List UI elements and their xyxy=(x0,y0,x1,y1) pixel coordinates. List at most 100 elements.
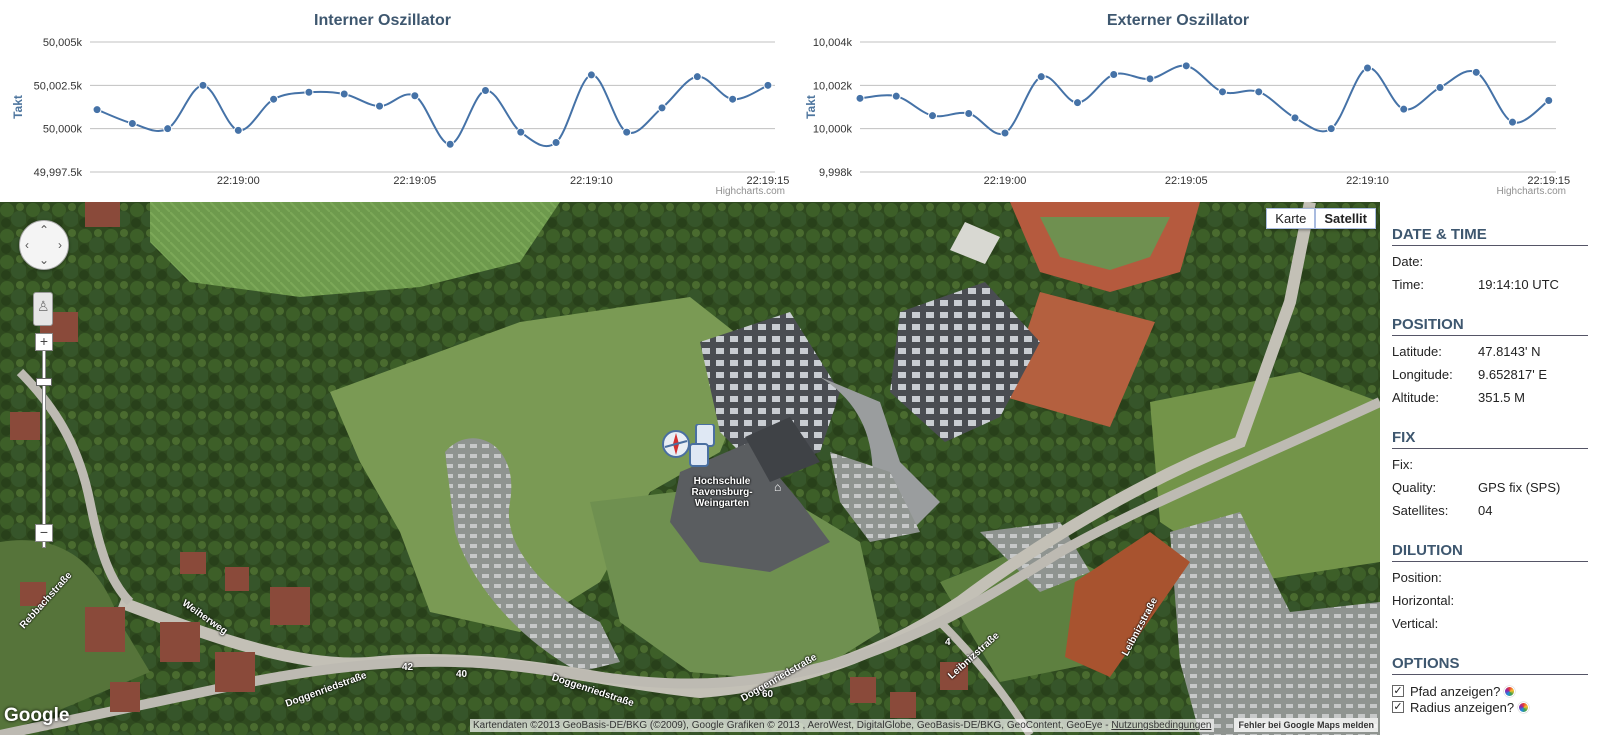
section-datetime: DATE & TIME Date: Time: 19:14:10 UTC xyxy=(1392,226,1588,300)
data-point[interactable] xyxy=(233,125,243,135)
data-point[interactable] xyxy=(928,111,937,121)
show-path-checkbox[interactable]: ✓ xyxy=(1392,685,1404,697)
data-point[interactable] xyxy=(480,86,490,96)
pan-down-icon[interactable]: ⌄ xyxy=(39,253,50,267)
data-point[interactable] xyxy=(304,87,314,97)
data-point[interactable] xyxy=(375,101,385,111)
road-number: 42 xyxy=(402,662,414,673)
data-point[interactable] xyxy=(1145,74,1155,84)
time-value: 19:14:10 UTC xyxy=(1478,277,1559,292)
series-line xyxy=(859,64,1550,136)
satellites-label: Satellites: xyxy=(1392,503,1449,518)
y-tick-label: 9,998k xyxy=(819,167,853,179)
data-point[interactable] xyxy=(1181,61,1191,71)
terms-link[interactable]: Nutzungsbedingungen xyxy=(1111,720,1212,731)
color-picker-icon[interactable] xyxy=(1504,685,1516,697)
data-point[interactable] xyxy=(516,127,526,137)
data-point[interactable] xyxy=(269,94,279,104)
data-point[interactable] xyxy=(1326,124,1336,134)
data-point[interactable] xyxy=(339,89,349,99)
quality-label: Quality: xyxy=(1392,480,1437,495)
quality-value: GPS fix (SPS) xyxy=(1478,480,1561,495)
data-point[interactable] xyxy=(1399,104,1409,114)
data-point[interactable] xyxy=(1254,87,1264,97)
data-point[interactable] xyxy=(1290,113,1300,123)
section-heading: DILUTION xyxy=(1392,542,1588,562)
y-tick-label: 10,004k xyxy=(813,37,853,49)
charts-area: Interner Oszillator Takt 50,005k 50,002.5k 5… xyxy=(0,0,1600,202)
data-point[interactable] xyxy=(855,93,865,103)
show-radius-checkbox[interactable]: ✓ xyxy=(1392,701,1404,713)
dilution-vertical-label: Vertical: xyxy=(1392,616,1439,631)
satellite-imagery xyxy=(0,202,1380,735)
data-point[interactable] xyxy=(692,72,702,82)
data-point[interactable] xyxy=(1544,96,1554,105)
latitude-value: 47.8143' N xyxy=(1478,344,1541,359)
map-type-satellit-button[interactable]: Satellit xyxy=(1315,208,1376,229)
y-tick-label: 10,000k xyxy=(813,124,853,136)
data-point[interactable] xyxy=(1508,117,1517,127)
section-heading: POSITION xyxy=(1392,316,1588,336)
map-type-karte-button[interactable]: Karte xyxy=(1266,208,1316,229)
x-tick-label: 22:19:05 xyxy=(1165,175,1208,187)
pan-right-icon[interactable]: › xyxy=(58,238,62,252)
data-point[interactable] xyxy=(163,124,173,134)
data-point[interactable] xyxy=(551,138,561,148)
pan-left-icon[interactable]: ‹ xyxy=(25,238,29,252)
report-error-link[interactable]: Fehler bei Google Maps melden xyxy=(1234,718,1378,732)
y-tick-label: 10,002k xyxy=(813,80,853,92)
data-point[interactable] xyxy=(1073,98,1082,108)
data-point[interactable] xyxy=(891,91,901,101)
latitude-label: Latitude: xyxy=(1392,344,1442,359)
data-point[interactable] xyxy=(586,70,596,80)
x-tick-label: 22:19:00 xyxy=(217,175,260,187)
zoom-out-button[interactable]: − xyxy=(35,524,53,542)
data-point[interactable] xyxy=(1218,87,1227,97)
data-point[interactable] xyxy=(1471,67,1481,77)
section-options: OPTIONS ✓ Pfad anzeigen? ✓ Radius anzeig… xyxy=(1392,655,1588,715)
option-show-path[interactable]: ✓ Pfad anzeigen? xyxy=(1392,683,1588,699)
data-point[interactable] xyxy=(410,91,420,101)
zoom-slider-rail[interactable] xyxy=(42,343,46,548)
chart-title: Interner Oszillator xyxy=(314,12,451,29)
data-point[interactable] xyxy=(1109,70,1119,79)
data-point[interactable] xyxy=(198,80,208,90)
show-radius-label: Radius anzeigen? xyxy=(1410,699,1515,715)
zoom-slider-handle[interactable] xyxy=(36,378,52,386)
highcharts-credit[interactable]: Highcharts.com xyxy=(716,186,785,197)
section-heading: FIX xyxy=(1392,429,1588,449)
data-point[interactable] xyxy=(1000,128,1010,138)
highcharts-credit[interactable]: Highcharts.com xyxy=(1497,186,1566,197)
street-view-pegman-icon[interactable]: ♙ xyxy=(33,292,53,326)
data-point[interactable] xyxy=(445,139,455,149)
data-point[interactable] xyxy=(1363,63,1372,73)
data-point[interactable] xyxy=(1036,72,1046,82)
option-show-radius[interactable]: ✓ Radius anzeigen? xyxy=(1392,699,1588,715)
zoom-in-button[interactable]: + xyxy=(35,333,53,351)
data-point[interactable] xyxy=(763,80,773,90)
attribution-text: Kartendaten ©2013 GeoBasis-DE/BKG (©2009… xyxy=(473,720,1112,731)
section-heading: OPTIONS xyxy=(1392,655,1588,675)
pan-control[interactable]: ⌃ ‹ › ⌄ xyxy=(19,220,69,270)
time-label: Time: xyxy=(1392,277,1425,292)
data-point[interactable] xyxy=(657,103,667,113)
road-number: 40 xyxy=(456,669,468,680)
poi-label-hochschule[interactable]: Hochschule Ravensburg-Weingarten xyxy=(691,476,753,509)
chart-svg: Interner Oszillator Takt 50,005k 50,002.5k 5… xyxy=(11,12,790,197)
color-picker-icon[interactable] xyxy=(1518,701,1530,713)
x-tick-label: 22:19:15 xyxy=(747,175,790,187)
data-point[interactable] xyxy=(964,109,974,118)
longitude-label: Longitude: xyxy=(1392,367,1453,382)
data-point[interactable] xyxy=(1435,83,1445,92)
google-logo[interactable]: Google xyxy=(4,705,70,726)
pan-up-icon[interactable]: ⌃ xyxy=(39,223,50,237)
satellite-map[interactable]: Karte Satellit ⌃ ‹ › ⌄ ♙ + − Hochschule … xyxy=(0,202,1380,735)
fix-label: Fix: xyxy=(1392,457,1413,472)
longitude-value: 9.652817' E xyxy=(1478,367,1547,382)
x-tick-label: 22:19:00 xyxy=(984,175,1027,187)
gps-position-marker[interactable] xyxy=(662,423,724,477)
data-point[interactable] xyxy=(622,127,632,137)
data-point[interactable] xyxy=(127,118,137,128)
data-point[interactable] xyxy=(92,105,102,115)
data-point[interactable] xyxy=(728,94,738,104)
